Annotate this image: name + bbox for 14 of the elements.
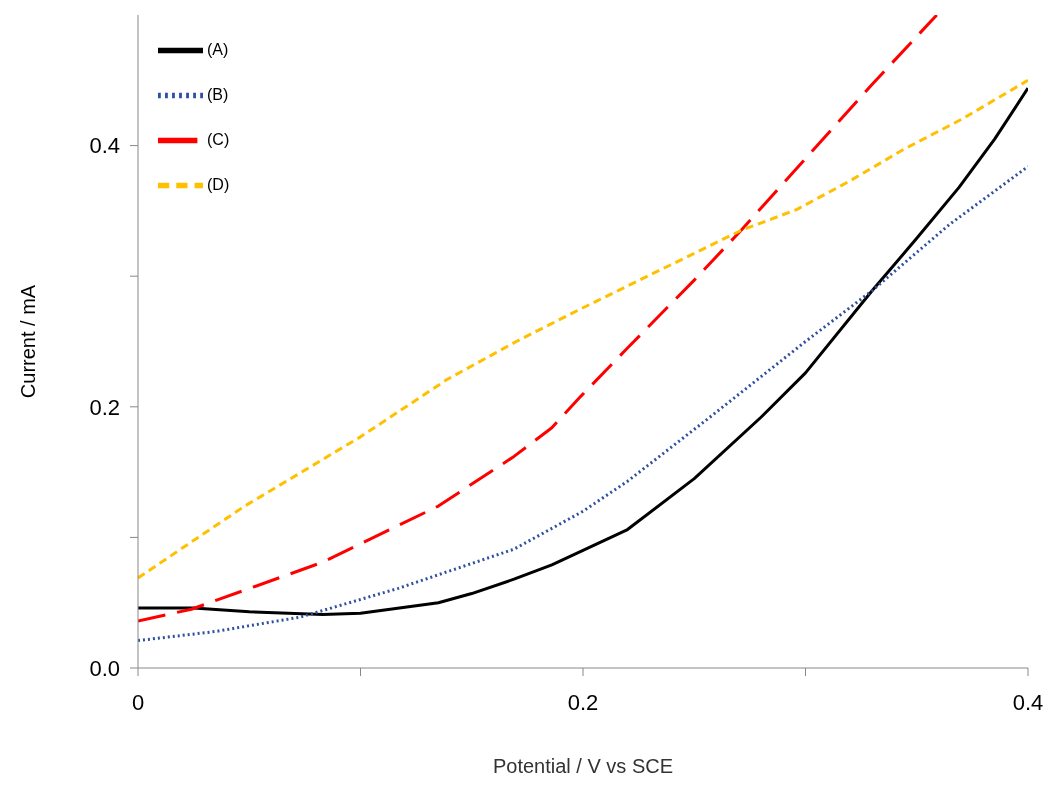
legend-label: (D) [207,175,230,193]
x-axis-title: Potential / V vs SCE [492,755,674,777]
legend-label: (A) [207,40,229,58]
x-tick-label: 0.2 [567,689,599,715]
x-tick-label: 0.4 [1012,689,1044,715]
legend-label: (B) [207,85,229,103]
y-axis-title: Current / mA [17,284,40,399]
legend-label: (C) [207,130,230,148]
line-series [138,15,939,623]
line-series [138,165,1028,643]
y-tick-label: 0.4 [89,133,120,159]
x-tick-label: 0 [131,689,145,715]
y-tick-label: 0.0 [89,655,120,681]
y-tick-label: 0.2 [89,394,120,420]
